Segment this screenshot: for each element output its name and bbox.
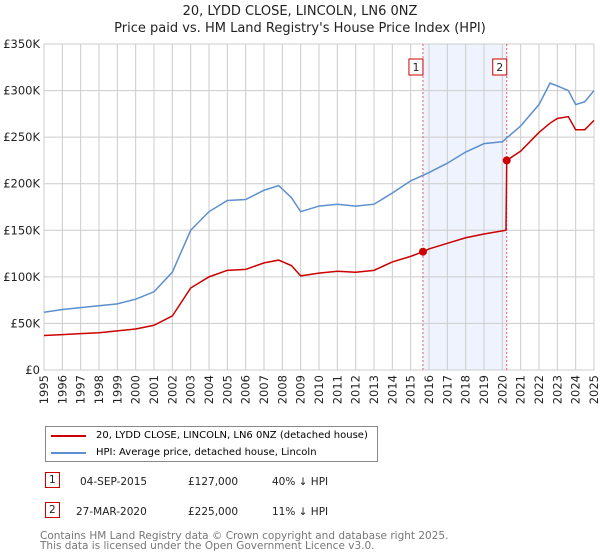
x-tick-label: 2004 — [202, 375, 216, 404]
x-tick-label: 2010 — [312, 375, 326, 404]
x-tick-label: 2009 — [294, 375, 308, 404]
x-tick-label: 2019 — [477, 375, 491, 404]
x-tick-label: 1998 — [92, 375, 106, 404]
y-tick-label: £250K — [3, 130, 40, 144]
x-tick-label: 2002 — [165, 375, 179, 404]
y-tick-label: £100K — [3, 270, 40, 284]
x-tick-label: 2020 — [495, 375, 509, 404]
x-tick-label: 2015 — [404, 375, 418, 404]
marker-box — [492, 58, 508, 76]
date: 27-MAR-2020 — [76, 506, 147, 518]
y-tick-label: £300K — [3, 84, 40, 98]
legend-red-line — [51, 434, 86, 437]
series-line — [43, 82, 595, 313]
x-tick-label: 2012 — [349, 375, 363, 404]
x-tick-label: 2024 — [569, 375, 583, 404]
x-tick-label: 2005 — [220, 375, 234, 404]
y-tick-label: £200K — [3, 177, 40, 191]
x-tick-label: 2008 — [275, 375, 289, 404]
price: £225,000 — [188, 506, 239, 518]
marker-box — [408, 58, 424, 76]
x-tick-label: 2013 — [367, 375, 381, 404]
x-tick-label: 2000 — [129, 375, 143, 404]
x-tick-label: 1995 — [37, 375, 51, 404]
legend: 20, LYDD CLOSE, LINCOLN, LN6 0NZ (detach… — [45, 426, 378, 462]
y-tick-label: £0 — [25, 363, 40, 377]
x-tick-label: 1996 — [55, 375, 69, 404]
x-tick-label: 2014 — [385, 375, 399, 404]
x-tick-label: 2006 — [239, 375, 253, 404]
date: 04-SEP-2015 — [80, 476, 148, 488]
price: £127,000 — [188, 476, 239, 488]
marker-badge: 2 — [45, 502, 60, 518]
y-tick-label: £50K — [11, 316, 41, 330]
chart-title: 20, LYDD CLOSE, LINCOLN, LN6 0NZ — [182, 4, 418, 19]
y-tick-label: £350K — [3, 37, 40, 51]
x-tick-label: 2007 — [257, 375, 271, 404]
x-tick-label: 2016 — [422, 375, 436, 404]
x-tick-label: 2021 — [514, 375, 528, 404]
x-tick-label: 2023 — [550, 375, 564, 404]
legend-blue-label: HPI: Average price, detached house, Linc… — [96, 447, 317, 458]
hpi-diff: 40% ↓ HPI — [272, 476, 329, 488]
series-line — [43, 115, 595, 337]
hpi-diff: 11% ↓ HPI — [272, 506, 329, 518]
x-tick-label: 2018 — [459, 375, 473, 404]
x-tick-label: 1999 — [110, 375, 124, 404]
footer-line: Contains HM Land Registry data © Crown c… — [40, 530, 449, 542]
marker-label: 1 — [412, 61, 419, 74]
legend-red-label: 20, LYDD CLOSE, LINCOLN, LN6 0NZ (detach… — [96, 430, 368, 441]
sale-point — [502, 156, 511, 165]
marker-label: 2 — [496, 61, 503, 74]
footer: Contains HM Land Registry data © Crown c… — [40, 530, 449, 552]
sale-point — [418, 247, 427, 256]
highlight-band — [422, 44, 507, 370]
marker-badge: 1 — [45, 472, 60, 488]
x-tick-label: 2003 — [184, 375, 198, 404]
price-chart: £0 £50K £100K £150K £200K £250K £300K £350K 1995… — [3, 37, 600, 404]
chart-subtitle: Price paid vs. HM Land Registry's House … — [114, 21, 486, 36]
x-tick-label: 2025 — [587, 375, 600, 404]
footer-line: This data is licensed under the Open Gov… — [40, 540, 375, 552]
legend-blue-line — [51, 451, 86, 454]
x-tick-label: 2011 — [330, 375, 344, 404]
x-tick-label: 2001 — [147, 375, 161, 404]
x-tick-label: 2017 — [440, 375, 454, 404]
x-tick-label: 1997 — [74, 375, 88, 404]
y-tick-label: £150K — [3, 223, 40, 237]
x-tick-label: 2022 — [532, 375, 546, 404]
